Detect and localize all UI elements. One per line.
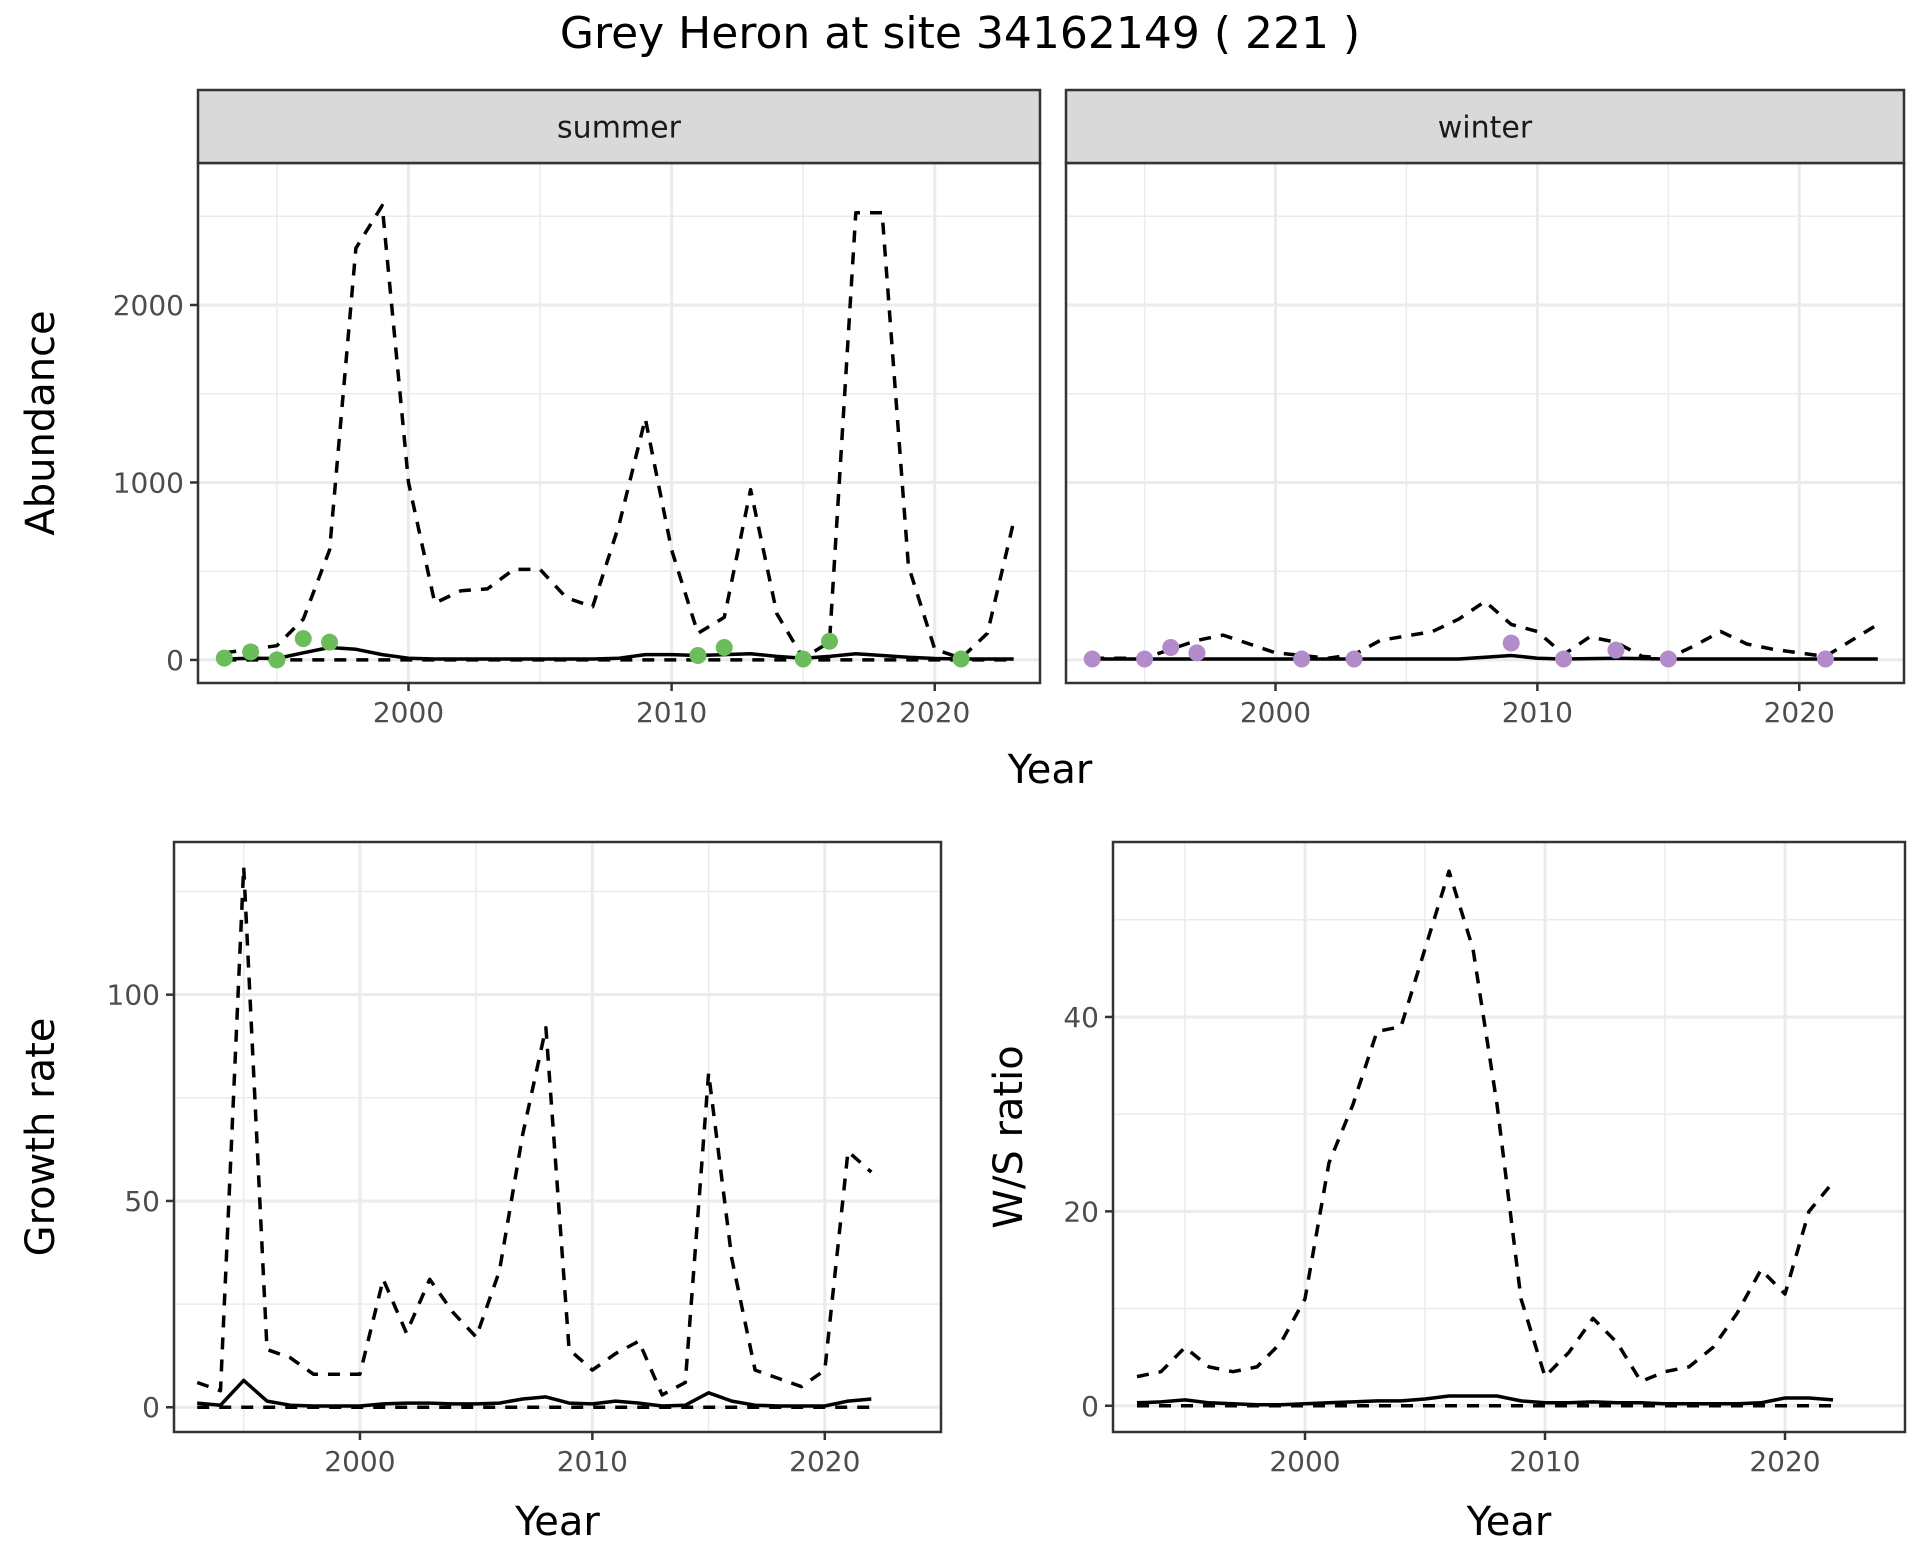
y-tick-label: 1000 — [113, 466, 184, 499]
data-point — [794, 650, 812, 668]
data-point — [268, 651, 286, 669]
panel-border — [1111, 840, 1907, 1434]
data-point — [294, 630, 312, 648]
panel-winter: winter 2000 2010 2020 — [1064, 88, 1906, 729]
plot-background — [198, 163, 1040, 683]
y-tick-label: 2000 — [113, 289, 184, 322]
data-point — [1345, 650, 1363, 668]
x-tick-label: 2010 — [636, 696, 707, 729]
x-tick-label: 2010 — [1509, 1445, 1580, 1478]
data-point — [715, 639, 733, 657]
series-line-dashed-1 — [224, 203, 1016, 660]
x-tick-label: 2020 — [899, 696, 970, 729]
x-axis-title: Year — [1466, 1499, 1552, 1545]
data-point — [1136, 650, 1154, 668]
x-axis-title-top: Year — [1007, 747, 1093, 793]
y-tick-label: 0 — [166, 644, 184, 677]
series-line-dashed-1 — [1092, 599, 1879, 660]
data-point — [215, 649, 233, 667]
data-point — [1607, 641, 1625, 659]
y-tick-label: 0 — [1081, 1390, 1099, 1423]
data-point — [952, 650, 970, 668]
plot-background — [1113, 842, 1905, 1432]
data-point — [1502, 634, 1520, 652]
facet-strip — [1064, 88, 1906, 165]
data-point — [1555, 650, 1573, 668]
data-point — [242, 643, 260, 661]
y-tick-label: 0 — [142, 1391, 160, 1424]
data-point — [689, 646, 707, 664]
x-tick-label: 2020 — [1764, 696, 1835, 729]
y-axis-title: W/S ratio — [986, 1045, 1032, 1228]
series-line-dashed-1 — [1136, 869, 1835, 1384]
y-axis-title: Abundance — [18, 310, 64, 535]
data-point — [1162, 639, 1180, 657]
x-tick-label: 2000 — [1269, 1445, 1340, 1478]
y-axis-title: Growth rate — [18, 1018, 64, 1257]
data-point — [1083, 650, 1101, 668]
x-axis-title: Year — [514, 1499, 600, 1545]
panel-ws_ratio: 2000 2010 2020 0 20 40 W/S ratio Year — [986, 840, 1907, 1545]
y-tick-label: 100 — [107, 979, 160, 1012]
y-tick-label: 50 — [124, 1185, 160, 1218]
x-tick-label: 2010 — [1502, 696, 1573, 729]
x-tick-label: 2000 — [373, 696, 444, 729]
x-tick-label: 2010 — [557, 1445, 628, 1478]
x-tick-label: 2020 — [789, 1445, 860, 1478]
panel-summer: summer 2000 2010 2020 0 1000 2000 Abundance — [18, 88, 1042, 729]
x-tick-label: 2000 — [324, 1445, 395, 1478]
series-line-solid-0 — [224, 645, 1014, 661]
x-tick-label: 2000 — [1240, 696, 1311, 729]
facet-strip-label: summer — [557, 111, 682, 146]
data-point — [321, 633, 339, 651]
x-tick-label: 2020 — [1749, 1445, 1820, 1478]
plot-background — [174, 842, 941, 1432]
facet-strip — [196, 88, 1042, 165]
panel-border — [172, 840, 943, 1434]
plot-background — [1066, 163, 1904, 683]
data-point — [1188, 644, 1206, 662]
data-point — [1659, 650, 1677, 668]
data-point — [1293, 650, 1311, 668]
y-tick-label: 40 — [1063, 1001, 1099, 1034]
figure-title: Grey Heron at site 34162149 ( 221 ) — [560, 8, 1360, 59]
panel-growth: 2000 2010 2020 0 50 100 Growth rate Year — [18, 840, 943, 1545]
facet-strip-label: winter — [1438, 111, 1533, 146]
data-point — [821, 632, 838, 650]
series-line-dashed-1 — [196, 865, 873, 1397]
data-point — [1816, 650, 1834, 668]
y-tick-label: 20 — [1063, 1195, 1099, 1228]
